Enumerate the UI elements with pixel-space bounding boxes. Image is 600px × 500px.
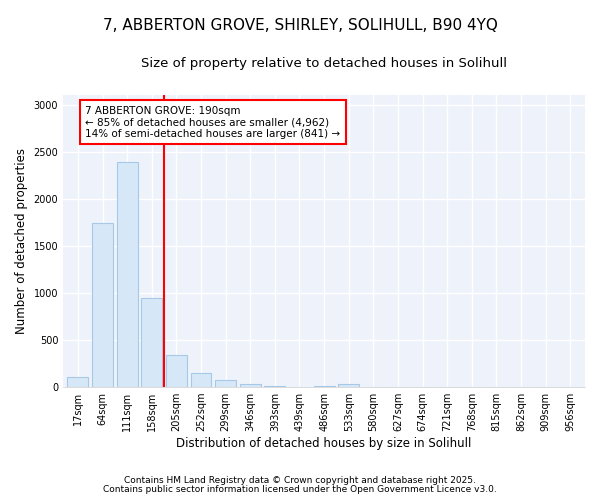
Text: 7, ABBERTON GROVE, SHIRLEY, SOLIHULL, B90 4YQ: 7, ABBERTON GROVE, SHIRLEY, SOLIHULL, B9… [103,18,497,32]
Y-axis label: Number of detached properties: Number of detached properties [15,148,28,334]
Bar [191,373,211,387]
Bar [338,384,359,387]
Text: Contains HM Land Registry data © Crown copyright and database right 2025.: Contains HM Land Registry data © Crown c… [124,476,476,485]
Bar [142,298,162,387]
X-axis label: Distribution of detached houses by size in Solihull: Distribution of detached houses by size … [176,437,472,450]
Text: 7 ABBERTON GROVE: 190sqm
← 85% of detached houses are smaller (4,962)
14% of sem: 7 ABBERTON GROVE: 190sqm ← 85% of detach… [85,106,340,139]
Bar [117,162,137,387]
Bar [67,376,88,387]
Bar [314,386,335,387]
Bar [92,224,113,387]
Text: Contains public sector information licensed under the Open Government Licence v3: Contains public sector information licen… [103,485,497,494]
Bar [240,384,261,387]
Bar [166,355,187,387]
Bar [215,380,236,387]
Title: Size of property relative to detached houses in Solihull: Size of property relative to detached ho… [141,58,507,70]
Bar [265,386,286,387]
